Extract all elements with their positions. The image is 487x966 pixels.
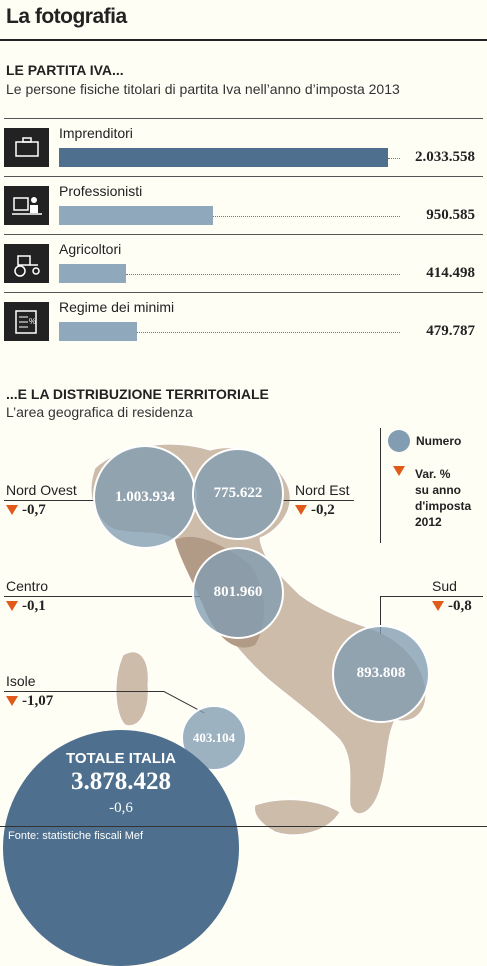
region-delta-0: -0,7 — [22, 502, 46, 518]
source-rule — [0, 826, 487, 827]
region-bubble-2: 801.960 — [191, 546, 285, 640]
section1-subtitle: Le persone fisiche titolari di partita I… — [6, 81, 400, 97]
region-delta-3: -0,8 — [448, 598, 472, 614]
leader-nord-ovest — [4, 500, 96, 501]
sicily-shape — [253, 799, 341, 836]
bar-leader — [388, 158, 400, 159]
region-name-0: Nord Ovest — [6, 482, 77, 498]
bar-label-1: Professionisti — [59, 183, 143, 199]
region-bubble-1: 775.622 — [192, 448, 284, 540]
leader-isole-h — [4, 691, 164, 692]
region-bubble-3: 893.808 — [331, 624, 431, 724]
leader-sud-h — [380, 596, 483, 597]
bar-leader — [212, 216, 400, 217]
region-delta-1: -0,2 — [311, 502, 335, 518]
section2-title: ...E LA DISTRIBUZIONE TERRITORIALE — [6, 386, 269, 402]
totale-label: TOTALE ITALIA — [66, 750, 176, 767]
legend-var-line4: 2012 — [415, 515, 442, 529]
legend-numero: Numero — [416, 434, 462, 448]
svg-text:%: % — [29, 317, 36, 326]
legend-var-line2: su anno — [415, 483, 462, 497]
bar-label-3: Regime dei minimi — [59, 299, 175, 315]
legend-divider — [380, 428, 381, 543]
briefcase-icon — [4, 128, 49, 167]
row-divider — [4, 176, 483, 177]
legend-var-line1: Var. % — [415, 467, 451, 481]
page-title: La fotografia — [6, 5, 127, 28]
legend-arrow-icon — [393, 466, 405, 476]
region-delta-2: -0,1 — [22, 598, 46, 614]
leader-sud-v — [380, 596, 381, 634]
bar-leader — [136, 332, 400, 333]
bar — [59, 206, 213, 225]
totale-value: 3.878.428 — [71, 768, 171, 795]
bar-label-2: Agricoltori — [59, 241, 122, 257]
row-divider — [4, 292, 483, 293]
legend-var-line3: d'imposta — [415, 499, 472, 513]
section2-subtitle: L’area geografica di residenza — [6, 404, 193, 420]
bar-value-3: 479.787 — [426, 323, 475, 339]
row-divider — [4, 118, 483, 119]
legend-bubble-swatch — [388, 430, 410, 452]
totale-delta: -0,6 — [109, 800, 133, 816]
region-name-4: Isole — [6, 673, 36, 689]
region-name-1: Nord Est — [295, 482, 350, 498]
bar — [59, 322, 137, 341]
bar-label-0: Imprenditori — [59, 125, 133, 141]
bar-value-1: 950.585 — [426, 207, 475, 223]
bar-value-0: 2.033.558 — [415, 149, 475, 165]
tractor-icon — [4, 244, 49, 283]
professional-desk-icon — [4, 186, 49, 225]
down-arrow-icon — [6, 696, 18, 706]
down-arrow-icon — [6, 505, 18, 515]
bar-value-2: 414.498 — [426, 265, 475, 281]
bar-leader — [126, 274, 400, 275]
down-arrow-icon — [6, 601, 18, 611]
leader-nord-est — [282, 500, 354, 501]
region-delta-4: -1,07 — [22, 693, 54, 709]
header-rule — [0, 39, 487, 41]
document-percent-icon: % — [4, 302, 49, 341]
region-name-3: Sud — [432, 578, 457, 594]
sardinia-shape — [115, 651, 149, 727]
row-divider — [4, 234, 483, 235]
section1-title: LE PARTITA IVA... — [6, 62, 124, 78]
region-bubble-0: 1.003.934 — [93, 445, 197, 549]
bar — [59, 148, 388, 167]
down-arrow-icon — [432, 601, 444, 611]
bar — [59, 264, 127, 283]
source-text: Fonte: statistiche fiscali Mef — [8, 830, 144, 842]
region-name-2: Centro — [6, 578, 49, 594]
legend-var: Var. % su anno d'imposta 2012 — [415, 466, 471, 530]
down-arrow-icon — [295, 505, 307, 515]
leader-centro — [4, 596, 200, 597]
